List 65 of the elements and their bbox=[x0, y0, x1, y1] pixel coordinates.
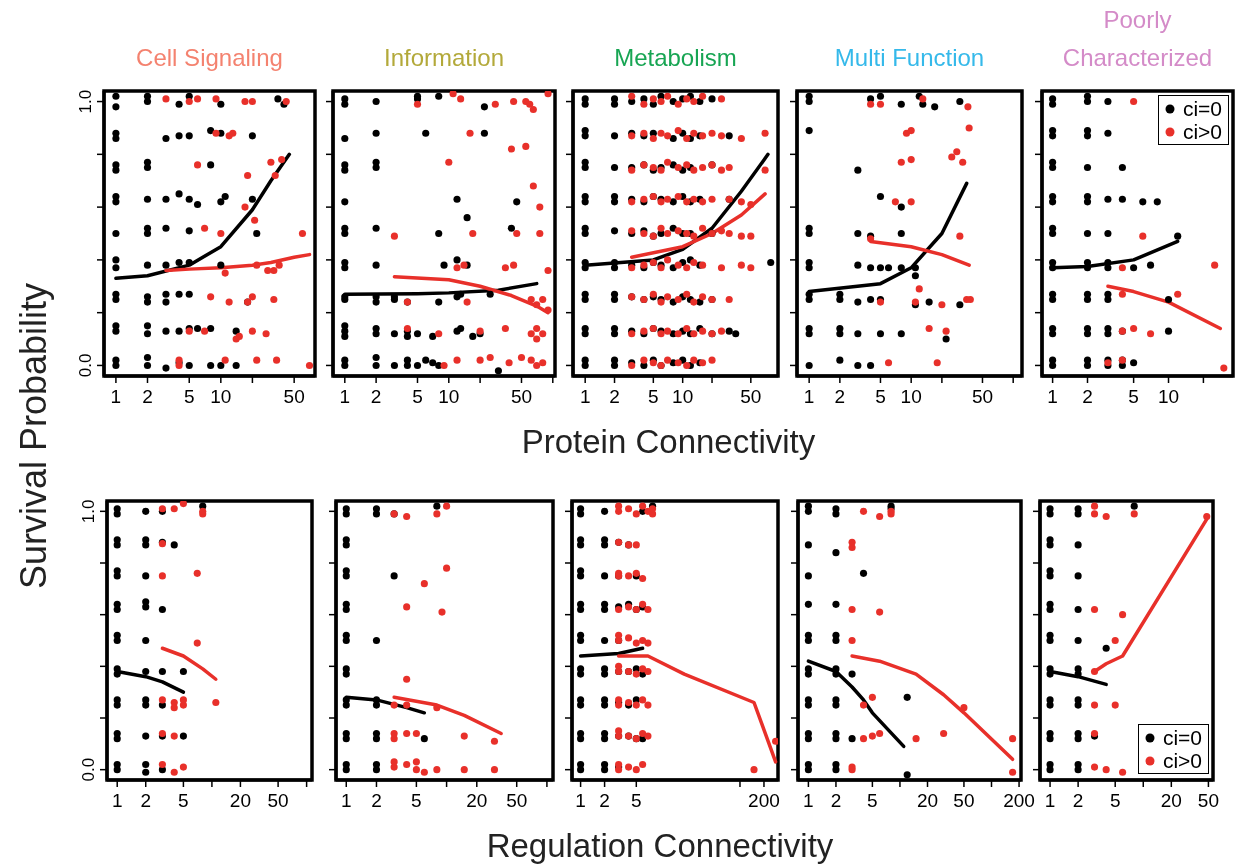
chart-title: Information bbox=[383, 43, 505, 73]
legend-label: ci>0 bbox=[1182, 120, 1222, 143]
x-tick-label: 2 bbox=[370, 386, 382, 407]
y-axis-title: Survival Probability bbox=[12, 281, 55, 591]
x-tick-label: 10 bbox=[900, 386, 922, 407]
x-tick-label: 200 bbox=[748, 790, 780, 811]
x-tick-label: 5 bbox=[875, 386, 886, 407]
x-tick-label: 10 bbox=[210, 386, 232, 407]
x-tick-label: 10 bbox=[672, 386, 694, 407]
x-tick-label: 1 bbox=[803, 790, 814, 811]
y-tick-label: 0.0 bbox=[76, 353, 95, 378]
x-tick-label: 2 bbox=[140, 790, 152, 811]
x-tick-label: 5 bbox=[411, 790, 422, 811]
x-tick-label: 20 bbox=[229, 790, 251, 811]
x-tick-label: 5 bbox=[1109, 790, 1121, 811]
x-tick-label: 50 bbox=[506, 790, 528, 811]
legend-label: ci=0 bbox=[1162, 726, 1202, 749]
x-tick-label: 50 bbox=[953, 790, 975, 811]
x-tick-label: 1 bbox=[1047, 386, 1058, 407]
x-tick-label: 2 bbox=[609, 386, 620, 407]
x-tick-label: 50 bbox=[740, 386, 762, 407]
x-tick-label: 2 bbox=[1072, 790, 1084, 811]
x-axis-title: Protein Connectivity bbox=[520, 422, 817, 462]
x-tick-label: 5 bbox=[631, 790, 642, 811]
x-axis-title: Regulation Connectivity bbox=[485, 826, 835, 864]
x-tick-label: 50 bbox=[283, 386, 305, 407]
x-tick-label: 2 bbox=[830, 790, 842, 811]
x-tick-label: 2 bbox=[834, 386, 846, 407]
x-tick-label: 2 bbox=[371, 790, 382, 811]
x-tick-label: 2 bbox=[1082, 386, 1093, 407]
y-tick-label: 0.0 bbox=[79, 757, 98, 782]
x-tick-label: 1 bbox=[111, 790, 123, 811]
x-tick-label: 50 bbox=[510, 386, 533, 407]
x-tick-label: 1 bbox=[575, 790, 586, 811]
y-tick-label: 1.0 bbox=[79, 499, 98, 524]
x-tick-label: 50 bbox=[971, 386, 994, 407]
x-tick-label: 2 bbox=[142, 386, 153, 407]
x-tick-label: 5 bbox=[178, 790, 189, 811]
chart-title: Poorly Characterized bbox=[1061, 5, 1214, 73]
x-tick-label: 20 bbox=[1160, 790, 1182, 811]
x-tick-label: 200 bbox=[1003, 790, 1035, 811]
x-tick-label: 1 bbox=[803, 386, 815, 407]
x-tick-label: 1 bbox=[110, 386, 122, 407]
chart-title: Multi Function bbox=[834, 43, 985, 73]
x-tick-label: 1 bbox=[1044, 790, 1056, 811]
x-tick-label: 1 bbox=[579, 386, 591, 407]
x-tick-label: 1 bbox=[339, 386, 351, 407]
x-tick-label: 1 bbox=[340, 790, 352, 811]
chart-title: Metabolism bbox=[614, 43, 737, 73]
x-tick-label: 5 bbox=[1128, 386, 1139, 407]
x-tick-label: 50 bbox=[267, 790, 289, 811]
x-tick-label: 20 bbox=[916, 790, 939, 811]
x-tick-label: 5 bbox=[412, 386, 423, 407]
y-tick-label: 1.0 bbox=[76, 89, 95, 114]
x-tick-label: 5 bbox=[867, 790, 878, 811]
chart-title: Cell Signaling bbox=[136, 43, 283, 73]
x-tick-label: 2 bbox=[599, 790, 610, 811]
x-tick-label: 10 bbox=[438, 386, 460, 407]
legend-label: ci>0 bbox=[1162, 749, 1202, 772]
x-tick-label: 50 bbox=[1197, 790, 1219, 811]
x-tick-label: 20 bbox=[466, 790, 488, 811]
x-tick-label: 10 bbox=[1157, 386, 1180, 407]
x-tick-label: 5 bbox=[648, 386, 659, 407]
legend-label: ci=0 bbox=[1182, 97, 1222, 120]
x-tick-label: 5 bbox=[183, 386, 195, 407]
